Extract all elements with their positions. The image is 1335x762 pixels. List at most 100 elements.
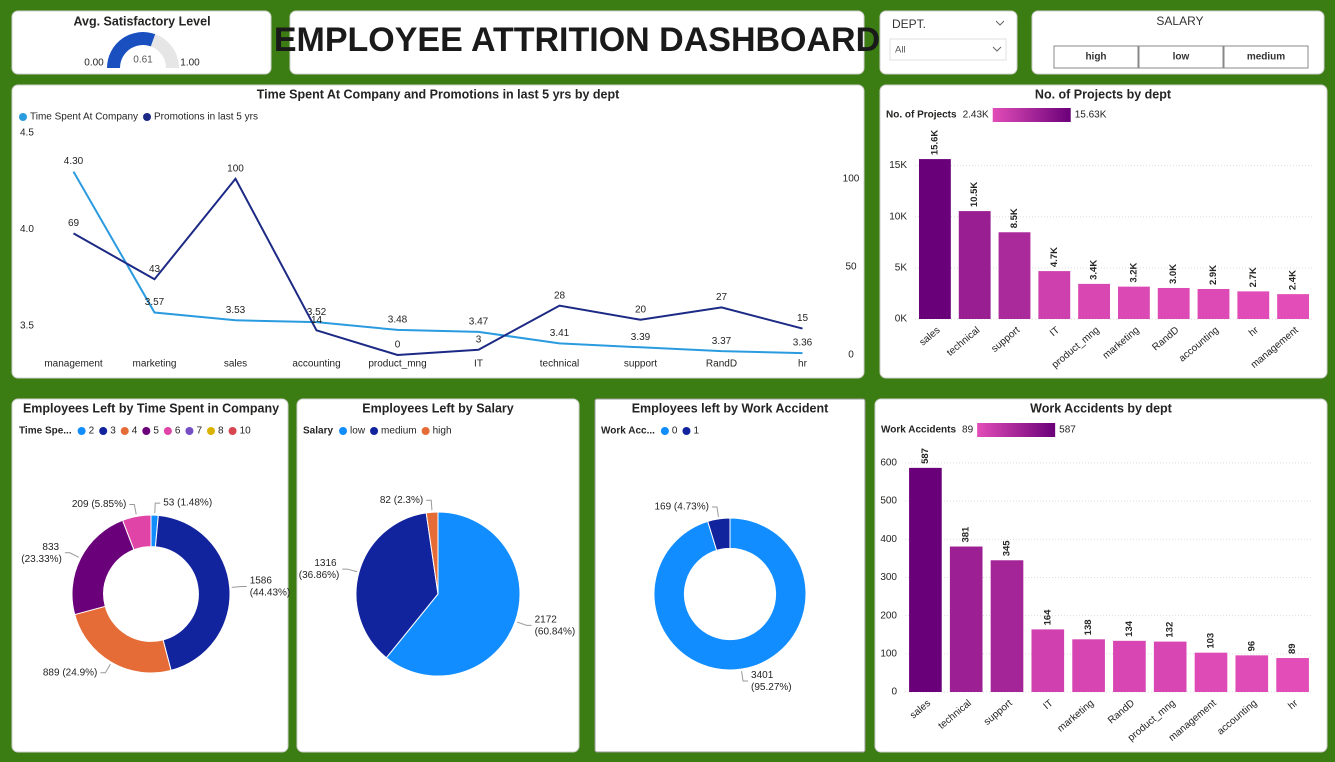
bar: [1194, 652, 1228, 692]
data-label-line: (36.86%): [299, 570, 340, 581]
legend-title: No. of Projects: [886, 110, 957, 121]
leader-line: [741, 671, 749, 682]
y-tick-label: 0: [891, 687, 897, 698]
data-label: 20: [635, 304, 647, 315]
accident-bar-panel: [874, 398, 1328, 753]
x-tick-label: accounting: [292, 359, 340, 370]
slice: [355, 512, 439, 659]
salary-button[interactable]: [1138, 45, 1224, 69]
data-label: 3.36: [793, 338, 813, 349]
chart-title: Employees left by Work Accident: [632, 401, 829, 415]
x-tick-label: sales: [224, 359, 247, 370]
data-label: 82 (2.3%): [380, 495, 423, 506]
legend-marker: [421, 427, 430, 435]
x-tick-label: RandD: [706, 359, 737, 370]
bar: [1157, 287, 1190, 319]
data-label-line: (95.27%): [751, 682, 792, 693]
salary-option[interactable]: low: [1173, 52, 1190, 63]
data-label: 2172 (60.84%): [535, 614, 576, 637]
legend-label: medium: [381, 426, 417, 437]
data-label: 132: [1165, 622, 1176, 638]
data-label: 69: [68, 218, 80, 229]
dept-selected[interactable]: All: [895, 45, 906, 56]
accident-donut-panel: [594, 398, 866, 753]
data-label-line: 3401: [751, 670, 776, 681]
bar: [949, 546, 983, 692]
data-label-line: 1586: [250, 575, 275, 586]
legend-label: low: [350, 426, 366, 437]
leader-line: [711, 506, 719, 517]
dept-dropdown[interactable]: [889, 38, 1007, 61]
legend-marker: [185, 427, 194, 435]
legend-label: 7: [196, 426, 202, 437]
x-tick-label: marketing: [133, 359, 177, 370]
legend-max: 587: [1059, 425, 1076, 436]
bar: [1235, 655, 1269, 692]
x-tick-label: hr: [798, 359, 808, 370]
salary-button[interactable]: [1053, 45, 1139, 69]
data-label: 3.53: [226, 305, 246, 316]
legend-label: 2: [89, 426, 95, 437]
legend-label: 10: [240, 426, 252, 437]
y-tick-label: 4.0: [20, 224, 34, 235]
legend-min: 89: [962, 425, 974, 436]
slice: [385, 511, 521, 677]
line-series: [72, 171, 803, 355]
bar: [918, 159, 951, 319]
data-label: 1316 (36.86%): [299, 558, 340, 581]
data-label: 96: [1246, 641, 1257, 652]
data-label: 3.0K: [1168, 264, 1179, 284]
legend-label: high: [433, 426, 452, 437]
salary-option[interactable]: medium: [1247, 52, 1285, 63]
bar: [1078, 283, 1111, 319]
data-label: 3.47: [469, 316, 489, 327]
gauge-min-label: 0.00: [84, 58, 104, 69]
leader-line: [129, 504, 137, 515]
bar: [958, 211, 991, 319]
x-tick-label: support: [624, 359, 658, 370]
data-label: 28: [554, 290, 566, 301]
bar: [1153, 641, 1187, 692]
data-label: 43: [149, 264, 161, 275]
data-label: 3.2K: [1128, 262, 1139, 282]
y-tick-label: 0K: [895, 314, 908, 325]
bar: [1117, 286, 1150, 319]
data-label-line: (44.43%): [250, 587, 291, 598]
data-label-line: (23.33%): [21, 553, 62, 564]
y-tick-label: 10K: [889, 211, 907, 222]
data-label: 345: [1002, 540, 1013, 557]
bar: [1276, 658, 1309, 692]
data-label: 164: [1042, 609, 1053, 626]
legend-marker: [142, 427, 151, 435]
legend-title: Work Acc...: [601, 426, 655, 437]
chart-title: No. of Projects by dept: [1035, 87, 1172, 101]
line-panel: [11, 84, 865, 379]
y-tick-label: 200: [880, 610, 897, 621]
data-label: 100: [227, 163, 244, 174]
slice: [154, 514, 231, 672]
data-label: 0: [395, 340, 401, 351]
legend-marker: [682, 427, 691, 435]
salary-button[interactable]: [1223, 45, 1309, 69]
chart-title: Work Accidents by dept: [1030, 401, 1173, 415]
data-label: 4.7K: [1049, 247, 1060, 267]
slice: [425, 511, 439, 595]
leader-line: [64, 552, 80, 558]
chevron-icon: [995, 20, 1005, 26]
x-tick-label: IT: [474, 359, 483, 370]
y-tick-label: 500: [880, 496, 897, 507]
data-label: 587: [920, 448, 931, 464]
legend-label: 5: [153, 426, 159, 437]
y2-tick-label: 100: [843, 173, 860, 184]
bar: [1237, 291, 1270, 319]
data-label: 4.30: [64, 156, 84, 167]
chart-title: Employees Left by Time Spent in Company: [23, 401, 279, 415]
legend-marker: [163, 427, 172, 435]
legend-marker: [120, 427, 129, 435]
data-label: 3: [476, 334, 482, 345]
data-label: 209 (5.85%): [72, 499, 126, 510]
legend-label: 0: [672, 426, 678, 437]
line-series: [73, 177, 803, 357]
bar: [1197, 288, 1230, 319]
salary-option[interactable]: high: [1085, 52, 1106, 63]
